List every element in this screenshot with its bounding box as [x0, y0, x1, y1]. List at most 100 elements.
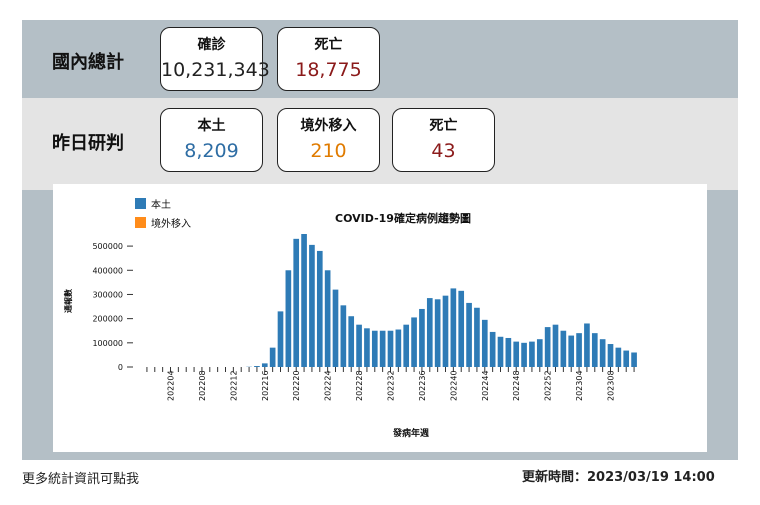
- bar-local[interactable]: [426, 298, 433, 367]
- bar-local[interactable]: [497, 336, 504, 367]
- yesterday-label: 昨日研判: [52, 133, 124, 154]
- bar-local[interactable]: [379, 330, 386, 367]
- y-tick-label: 100000: [92, 339, 123, 348]
- bar-local[interactable]: [316, 250, 323, 367]
- x-tick-label: 202304: [575, 370, 584, 401]
- bar-local[interactable]: [434, 299, 441, 367]
- bar-local[interactable]: [505, 337, 512, 367]
- bar-local[interactable]: [591, 333, 598, 367]
- domestic-deaths-title: 死亡: [314, 37, 343, 53]
- yesterday-deaths-value: 43: [431, 140, 456, 162]
- bar-local[interactable]: [584, 323, 590, 367]
- bar-local[interactable]: [450, 288, 457, 367]
- update-time: 更新時間：2023/03/19 14:00: [522, 470, 715, 485]
- bar-local[interactable]: [568, 335, 575, 367]
- domestic-total-row: 國內總計 確診 10,231,343 死亡 18,775: [22, 20, 738, 98]
- domestic-deaths-card[interactable]: 死亡 18,775: [277, 27, 380, 91]
- bar-local[interactable]: [403, 324, 410, 367]
- bar-local[interactable]: [536, 339, 543, 367]
- legend-swatch-local: [135, 198, 146, 209]
- chart-legend[interactable]: 本土 境外移入: [135, 198, 191, 230]
- bar-local[interactable]: [301, 234, 307, 367]
- bar-local[interactable]: [332, 289, 339, 367]
- local-card[interactable]: 本土 8,209: [160, 108, 263, 172]
- bar-local[interactable]: [466, 302, 472, 367]
- local-value: 8,209: [184, 140, 239, 162]
- more-stats-link[interactable]: 更多統計資訊可點我: [22, 472, 140, 487]
- bar-local[interactable]: [356, 324, 362, 367]
- x-tick-label: 202232: [387, 370, 396, 401]
- bar-local[interactable]: [340, 305, 347, 367]
- x-tick-label: 202220: [292, 370, 301, 401]
- bar-local[interactable]: [364, 328, 370, 367]
- bar-local[interactable]: [395, 329, 402, 367]
- x-tick-label: 202228: [355, 370, 364, 401]
- summary-panel: 國內總計 確診 10,231,343 死亡 18,775 昨日研判 本土 8,2…: [22, 20, 738, 460]
- trend-chart: 本土 境外移入 COVID-19確定病例趨勢圖 通報數 發病年週 0 100000…: [53, 184, 707, 452]
- bar-local[interactable]: [623, 350, 630, 367]
- bar-local[interactable]: [576, 333, 582, 367]
- y-tick-label: 300000: [92, 290, 123, 299]
- bar-local[interactable]: [489, 331, 496, 367]
- y-tick-label: 0: [118, 363, 123, 372]
- bar-local[interactable]: [521, 342, 527, 367]
- bar-local[interactable]: [269, 347, 276, 367]
- bar-local[interactable]: [261, 363, 268, 367]
- bar-local[interactable]: [544, 327, 551, 367]
- local-title: 本土: [197, 118, 226, 134]
- confirmed-card[interactable]: 確診 10,231,343: [160, 27, 270, 91]
- x-tick-label: 202244: [481, 370, 490, 401]
- bar-local[interactable]: [474, 307, 480, 367]
- bar-local[interactable]: [348, 316, 355, 367]
- bar-local[interactable]: [324, 270, 331, 367]
- bar-local[interactable]: [481, 319, 488, 367]
- trend-chart-svg: 本土 境外移入 COVID-19確定病例趨勢圖 通報數 發病年週 0 100000…: [63, 198, 637, 439]
- y-tick-label: 200000: [92, 315, 123, 324]
- yesterday-deaths-title: 死亡: [429, 118, 458, 134]
- x-axis-label: 發病年週: [392, 427, 430, 439]
- bar-local[interactable]: [277, 311, 284, 367]
- x-tick-label: 202212: [229, 370, 238, 401]
- imported-card[interactable]: 境外移入 210: [277, 108, 380, 172]
- bar-local[interactable]: [529, 341, 535, 367]
- x-tick-label: 202308: [607, 370, 616, 401]
- bar-local[interactable]: [387, 330, 394, 367]
- bar-local[interactable]: [552, 324, 559, 367]
- bar-local[interactable]: [442, 295, 449, 367]
- x-tick-label: 202240: [449, 370, 458, 401]
- chart-title: COVID-19確定病例趨勢圖: [335, 211, 471, 225]
- bar-local[interactable]: [254, 366, 260, 367]
- legend-label-local: 本土: [151, 198, 171, 211]
- yesterday-row: 昨日研判 本土 8,209 境外移入 210 死亡 43: [22, 98, 738, 190]
- bar-local[interactable]: [285, 270, 292, 367]
- x-tick-label: 202208: [198, 370, 207, 401]
- legend-label-imported: 境外移入: [151, 217, 191, 230]
- confirmed-title: 確診: [197, 37, 226, 53]
- y-tick-label: 500000: [92, 242, 123, 251]
- bar-local[interactable]: [615, 347, 622, 367]
- bar-local[interactable]: [607, 344, 614, 367]
- x-tick-label: 202248: [512, 370, 521, 401]
- x-tick-label: 202216: [261, 370, 270, 401]
- bar-local[interactable]: [560, 330, 567, 367]
- bar-local[interactable]: [371, 330, 378, 367]
- y-tick-label: 400000: [92, 266, 123, 275]
- x-tick-label: 202224: [324, 370, 333, 401]
- imported-title: 境外移入: [300, 118, 357, 134]
- bar-local[interactable]: [293, 238, 300, 367]
- legend-swatch-imported: [135, 217, 146, 228]
- yesterday-deaths-card[interactable]: 死亡 43: [392, 108, 495, 172]
- confirmed-value: 10,231,343: [161, 59, 270, 81]
- domestic-deaths-value: 18,775: [295, 59, 362, 81]
- bar-local[interactable]: [599, 339, 606, 367]
- bar-local[interactable]: [631, 352, 637, 367]
- bar-local[interactable]: [309, 244, 315, 367]
- x-tick-label: 202236: [418, 370, 427, 401]
- bar-local[interactable]: [458, 290, 465, 367]
- bar-local[interactable]: [411, 317, 417, 367]
- bar-local[interactable]: [419, 308, 425, 367]
- domestic-total-label: 國內總計: [52, 52, 124, 73]
- y-axis-label: 通報數: [63, 289, 73, 313]
- bar-local[interactable]: [513, 341, 520, 367]
- x-tick-label: 202204: [167, 370, 176, 401]
